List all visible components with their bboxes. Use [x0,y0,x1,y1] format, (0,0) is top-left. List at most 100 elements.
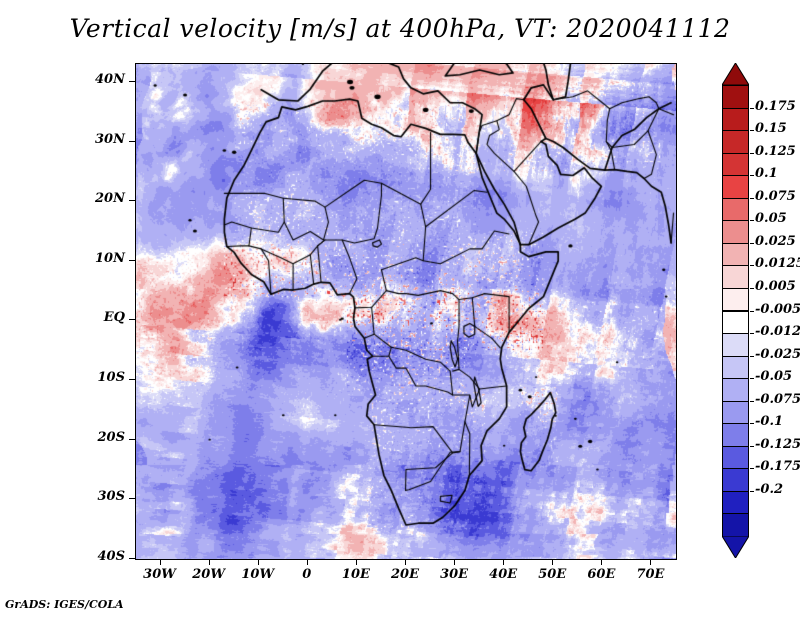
y-tick [129,140,135,142]
colorbar-tick [750,175,754,177]
colorbar-tick-label: -0.005 [755,301,800,317]
colorbar-tick [750,310,754,312]
x-tick [306,559,308,565]
colorbar-tick [750,130,754,132]
x-tick [601,559,603,565]
y-axis-label: 30S [97,489,125,505]
colorbar-band [722,197,749,222]
x-axis-label: 40E [489,567,518,582]
x-axis-label: 70E [636,567,665,582]
colorbar-tick [750,220,754,222]
colorbar-band [722,378,749,402]
colorbar-tick-label: -0.2 [755,481,784,497]
colorbar-band [722,355,749,380]
y-tick [129,259,135,261]
page-title: Vertical velocity [m/s] at 400hPa, VT: 2… [69,14,731,43]
colorbar-bottom-arrow [721,535,750,559]
x-tick [405,559,406,565]
colorbar-tick-label: 0.15 [755,121,787,137]
y-tick [129,200,135,202]
y-axis-label: 20N [95,191,125,207]
colorbar-tick [750,423,754,425]
colorbar-tick-label: 0.005 [755,278,796,294]
x-axis-label: 20E [391,567,419,582]
colorbar-band [722,85,749,109]
x-axis-label: 30W [143,567,176,582]
y-axis-label: 30N [95,131,125,147]
colorbar-band [722,333,749,357]
colorbar-tick [750,378,754,380]
colorbar-top-arrow [721,62,750,86]
x-tick [159,559,161,565]
y-axis-label: 40N [95,71,125,87]
y-tick [129,558,135,559]
x-axis-label: 60E [587,567,616,582]
colorbar-tick-label: -0.05 [755,369,793,385]
colorbar-tick-label: 0.05 [755,211,787,227]
colorbar-tick-label: 0.1 [755,166,778,182]
colorbar-tick-label: 0.175 [755,98,796,114]
colorbar-band [722,107,749,132]
colorbar-band [722,490,749,515]
colorbar-band [722,175,749,199]
x-axis-label: 20W [192,567,225,582]
x-axis-label: 30E [440,567,469,582]
colorbar-tick-label: -0.025 [755,346,800,362]
map-plot-area [135,63,677,560]
colorbar-band [722,287,749,312]
x-axis-label: 0 [302,567,312,582]
colorbar-band [722,513,749,537]
x-tick [208,559,210,565]
colorbar-tick-label: -0.175 [755,459,800,475]
y-tick [129,438,135,440]
colorbar-tick-label: -0.1 [755,414,784,430]
colorbar-band [722,265,749,289]
colorbar-tick [750,107,754,109]
colorbar-tick-label: 0.075 [755,188,796,204]
y-axis-label: 20S [97,429,125,445]
y-tick [129,498,135,500]
colorbar-band [722,423,749,447]
colorbar-band [722,400,749,425]
colorbar-tick [750,355,754,357]
x-tick [257,559,259,565]
colorbar-band [722,220,749,244]
colorbar-band [722,242,749,267]
x-axis-label: 10E [341,567,370,582]
colorbar-tick-label: -0.125 [755,436,800,452]
colorbar-band [722,152,749,177]
x-axis-label: 10W [241,567,275,582]
colorbar-tick [750,400,754,402]
colorbar-tick-label: -0.075 [755,391,800,407]
colorbar-tick-label: -0.0125 [755,324,800,340]
y-axis-label: 40S [97,549,125,564]
y-axis-label: EQ [103,310,125,326]
colorbar [721,62,750,559]
coastline-overlay [136,64,676,559]
credit-text: GrADS: IGES/COLA [5,598,124,611]
x-tick [650,559,652,565]
colorbar-tick [750,265,754,267]
colorbar-tick-label: 0.0125 [755,256,800,272]
colorbar-band [722,468,749,492]
colorbar-tick [750,445,754,447]
colorbar-band [722,310,749,335]
colorbar-tick [750,490,754,492]
colorbar-tick [750,468,754,470]
colorbar-tick-label: 0.125 [755,143,796,159]
y-tick [129,379,135,381]
y-tick [129,80,135,82]
colorbar-tick [750,242,754,244]
y-axis-label: 10N [95,250,125,266]
colorbar-band [722,130,749,154]
colorbar-band [722,445,749,470]
x-tick [454,559,456,565]
y-axis-label: 10S [97,370,125,386]
x-tick [552,559,554,565]
colorbar-tick [750,333,754,335]
x-axis-label: 50E [538,567,567,582]
colorbar-tick [750,287,754,289]
x-tick [503,559,505,565]
colorbar-tick [750,197,754,199]
